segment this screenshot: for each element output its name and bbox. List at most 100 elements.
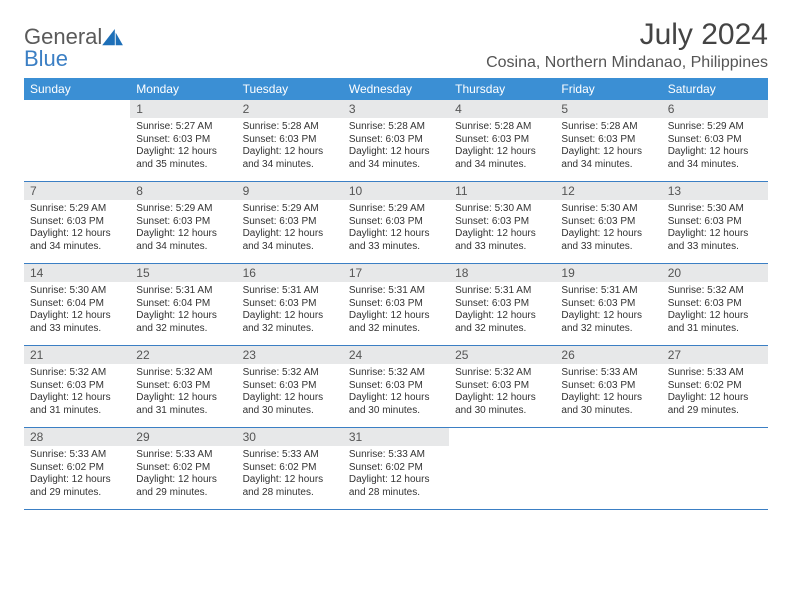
day-number: 11: [449, 182, 555, 200]
weekday-header: Tuesday: [237, 78, 343, 100]
day-number: 23: [237, 346, 343, 364]
calendar-cell: 23Sunrise: 5:32 AMSunset: 6:03 PMDayligh…: [237, 346, 343, 428]
weekday-header: Friday: [555, 78, 661, 100]
day-number: 16: [237, 264, 343, 282]
day-details: Sunrise: 5:31 AMSunset: 6:03 PMDaylight:…: [449, 282, 555, 345]
calendar-cell: 13Sunrise: 5:30 AMSunset: 6:03 PMDayligh…: [662, 182, 768, 264]
calendar-cell: [449, 428, 555, 510]
calendar-cell: 31Sunrise: 5:33 AMSunset: 6:02 PMDayligh…: [343, 428, 449, 510]
day-number: 27: [662, 346, 768, 364]
calendar-cell: 5Sunrise: 5:28 AMSunset: 6:03 PMDaylight…: [555, 100, 661, 182]
calendar-cell: 4Sunrise: 5:28 AMSunset: 6:03 PMDaylight…: [449, 100, 555, 182]
calendar-cell: 9Sunrise: 5:29 AMSunset: 6:03 PMDaylight…: [237, 182, 343, 264]
calendar-cell: 12Sunrise: 5:30 AMSunset: 6:03 PMDayligh…: [555, 182, 661, 264]
calendar-row: 7Sunrise: 5:29 AMSunset: 6:03 PMDaylight…: [24, 182, 768, 264]
day-number: 24: [343, 346, 449, 364]
calendar-cell: 7Sunrise: 5:29 AMSunset: 6:03 PMDaylight…: [24, 182, 130, 264]
calendar-cell: 18Sunrise: 5:31 AMSunset: 6:03 PMDayligh…: [449, 264, 555, 346]
month-title: July 2024: [486, 18, 768, 52]
day-details: Sunrise: 5:28 AMSunset: 6:03 PMDaylight:…: [343, 118, 449, 181]
sail-icon: [102, 29, 124, 47]
calendar-body: 1Sunrise: 5:27 AMSunset: 6:03 PMDaylight…: [24, 100, 768, 510]
day-number: 29: [130, 428, 236, 446]
day-number: 15: [130, 264, 236, 282]
day-number: 5: [555, 100, 661, 118]
day-details: Sunrise: 5:32 AMSunset: 6:03 PMDaylight:…: [662, 282, 768, 345]
calendar-row: 14Sunrise: 5:30 AMSunset: 6:04 PMDayligh…: [24, 264, 768, 346]
calendar-cell: 1Sunrise: 5:27 AMSunset: 6:03 PMDaylight…: [130, 100, 236, 182]
calendar-cell: 8Sunrise: 5:29 AMSunset: 6:03 PMDaylight…: [130, 182, 236, 264]
day-details: Sunrise: 5:33 AMSunset: 6:02 PMDaylight:…: [130, 446, 236, 509]
day-details: Sunrise: 5:33 AMSunset: 6:03 PMDaylight:…: [555, 364, 661, 427]
day-number: 25: [449, 346, 555, 364]
calendar-cell: 22Sunrise: 5:32 AMSunset: 6:03 PMDayligh…: [130, 346, 236, 428]
day-number: 20: [662, 264, 768, 282]
calendar-cell: 29Sunrise: 5:33 AMSunset: 6:02 PMDayligh…: [130, 428, 236, 510]
calendar-cell: 6Sunrise: 5:29 AMSunset: 6:03 PMDaylight…: [662, 100, 768, 182]
day-number: 10: [343, 182, 449, 200]
day-details: Sunrise: 5:31 AMSunset: 6:03 PMDaylight:…: [555, 282, 661, 345]
day-number: 18: [449, 264, 555, 282]
day-details: Sunrise: 5:32 AMSunset: 6:03 PMDaylight:…: [237, 364, 343, 427]
calendar-cell: 11Sunrise: 5:30 AMSunset: 6:03 PMDayligh…: [449, 182, 555, 264]
day-number: 1: [130, 100, 236, 118]
calendar-cell: 30Sunrise: 5:33 AMSunset: 6:02 PMDayligh…: [237, 428, 343, 510]
day-number: 26: [555, 346, 661, 364]
day-details: Sunrise: 5:29 AMSunset: 6:03 PMDaylight:…: [130, 200, 236, 263]
calendar-cell: [24, 100, 130, 182]
day-details: Sunrise: 5:33 AMSunset: 6:02 PMDaylight:…: [237, 446, 343, 509]
calendar-cell: 19Sunrise: 5:31 AMSunset: 6:03 PMDayligh…: [555, 264, 661, 346]
day-details: Sunrise: 5:33 AMSunset: 6:02 PMDaylight:…: [662, 364, 768, 427]
day-number: 14: [24, 264, 130, 282]
day-details: [24, 104, 130, 158]
logo-blue-wrap: Blue: [24, 46, 68, 72]
calendar-cell: 14Sunrise: 5:30 AMSunset: 6:04 PMDayligh…: [24, 264, 130, 346]
day-details: Sunrise: 5:30 AMSunset: 6:03 PMDaylight:…: [555, 200, 661, 263]
day-number: 8: [130, 182, 236, 200]
day-details: Sunrise: 5:29 AMSunset: 6:03 PMDaylight:…: [662, 118, 768, 181]
weekday-header: Monday: [130, 78, 236, 100]
day-details: Sunrise: 5:30 AMSunset: 6:04 PMDaylight:…: [24, 282, 130, 345]
day-details: Sunrise: 5:27 AMSunset: 6:03 PMDaylight:…: [130, 118, 236, 181]
calendar-cell: [662, 428, 768, 510]
day-details: Sunrise: 5:28 AMSunset: 6:03 PMDaylight:…: [449, 118, 555, 181]
calendar-head: SundayMondayTuesdayWednesdayThursdayFrid…: [24, 78, 768, 100]
day-details: Sunrise: 5:32 AMSunset: 6:03 PMDaylight:…: [24, 364, 130, 427]
day-details: Sunrise: 5:33 AMSunset: 6:02 PMDaylight:…: [343, 446, 449, 509]
day-number: 7: [24, 182, 130, 200]
day-number: 17: [343, 264, 449, 282]
calendar-cell: 2Sunrise: 5:28 AMSunset: 6:03 PMDaylight…: [237, 100, 343, 182]
calendar-row: 1Sunrise: 5:27 AMSunset: 6:03 PMDaylight…: [24, 100, 768, 182]
day-details: [555, 432, 661, 486]
day-details: [449, 432, 555, 486]
day-details: Sunrise: 5:29 AMSunset: 6:03 PMDaylight:…: [237, 200, 343, 263]
day-details: Sunrise: 5:32 AMSunset: 6:03 PMDaylight:…: [130, 364, 236, 427]
location-text: Cosina, Northern Mindanao, Philippines: [486, 54, 768, 72]
calendar-cell: 21Sunrise: 5:32 AMSunset: 6:03 PMDayligh…: [24, 346, 130, 428]
calendar-row: 21Sunrise: 5:32 AMSunset: 6:03 PMDayligh…: [24, 346, 768, 428]
day-details: Sunrise: 5:33 AMSunset: 6:02 PMDaylight:…: [24, 446, 130, 509]
calendar-cell: 16Sunrise: 5:31 AMSunset: 6:03 PMDayligh…: [237, 264, 343, 346]
header: General July 2024 Cosina, Northern Minda…: [24, 18, 768, 72]
header-right: July 2024 Cosina, Northern Mindanao, Phi…: [486, 18, 768, 72]
weekday-header: Thursday: [449, 78, 555, 100]
weekday-header: Wednesday: [343, 78, 449, 100]
day-number: 9: [237, 182, 343, 200]
day-details: Sunrise: 5:32 AMSunset: 6:03 PMDaylight:…: [343, 364, 449, 427]
calendar-cell: 27Sunrise: 5:33 AMSunset: 6:02 PMDayligh…: [662, 346, 768, 428]
calendar-cell: 15Sunrise: 5:31 AMSunset: 6:04 PMDayligh…: [130, 264, 236, 346]
calendar-table: SundayMondayTuesdayWednesdayThursdayFrid…: [24, 78, 768, 510]
calendar-cell: 17Sunrise: 5:31 AMSunset: 6:03 PMDayligh…: [343, 264, 449, 346]
calendar-cell: 25Sunrise: 5:32 AMSunset: 6:03 PMDayligh…: [449, 346, 555, 428]
day-number: 31: [343, 428, 449, 446]
weekday-header: Sunday: [24, 78, 130, 100]
day-number: 4: [449, 100, 555, 118]
calendar-cell: 10Sunrise: 5:29 AMSunset: 6:03 PMDayligh…: [343, 182, 449, 264]
day-number: 3: [343, 100, 449, 118]
day-number: 22: [130, 346, 236, 364]
day-number: 28: [24, 428, 130, 446]
day-number: 13: [662, 182, 768, 200]
day-number: 12: [555, 182, 661, 200]
day-details: [662, 432, 768, 486]
day-details: Sunrise: 5:29 AMSunset: 6:03 PMDaylight:…: [24, 200, 130, 263]
